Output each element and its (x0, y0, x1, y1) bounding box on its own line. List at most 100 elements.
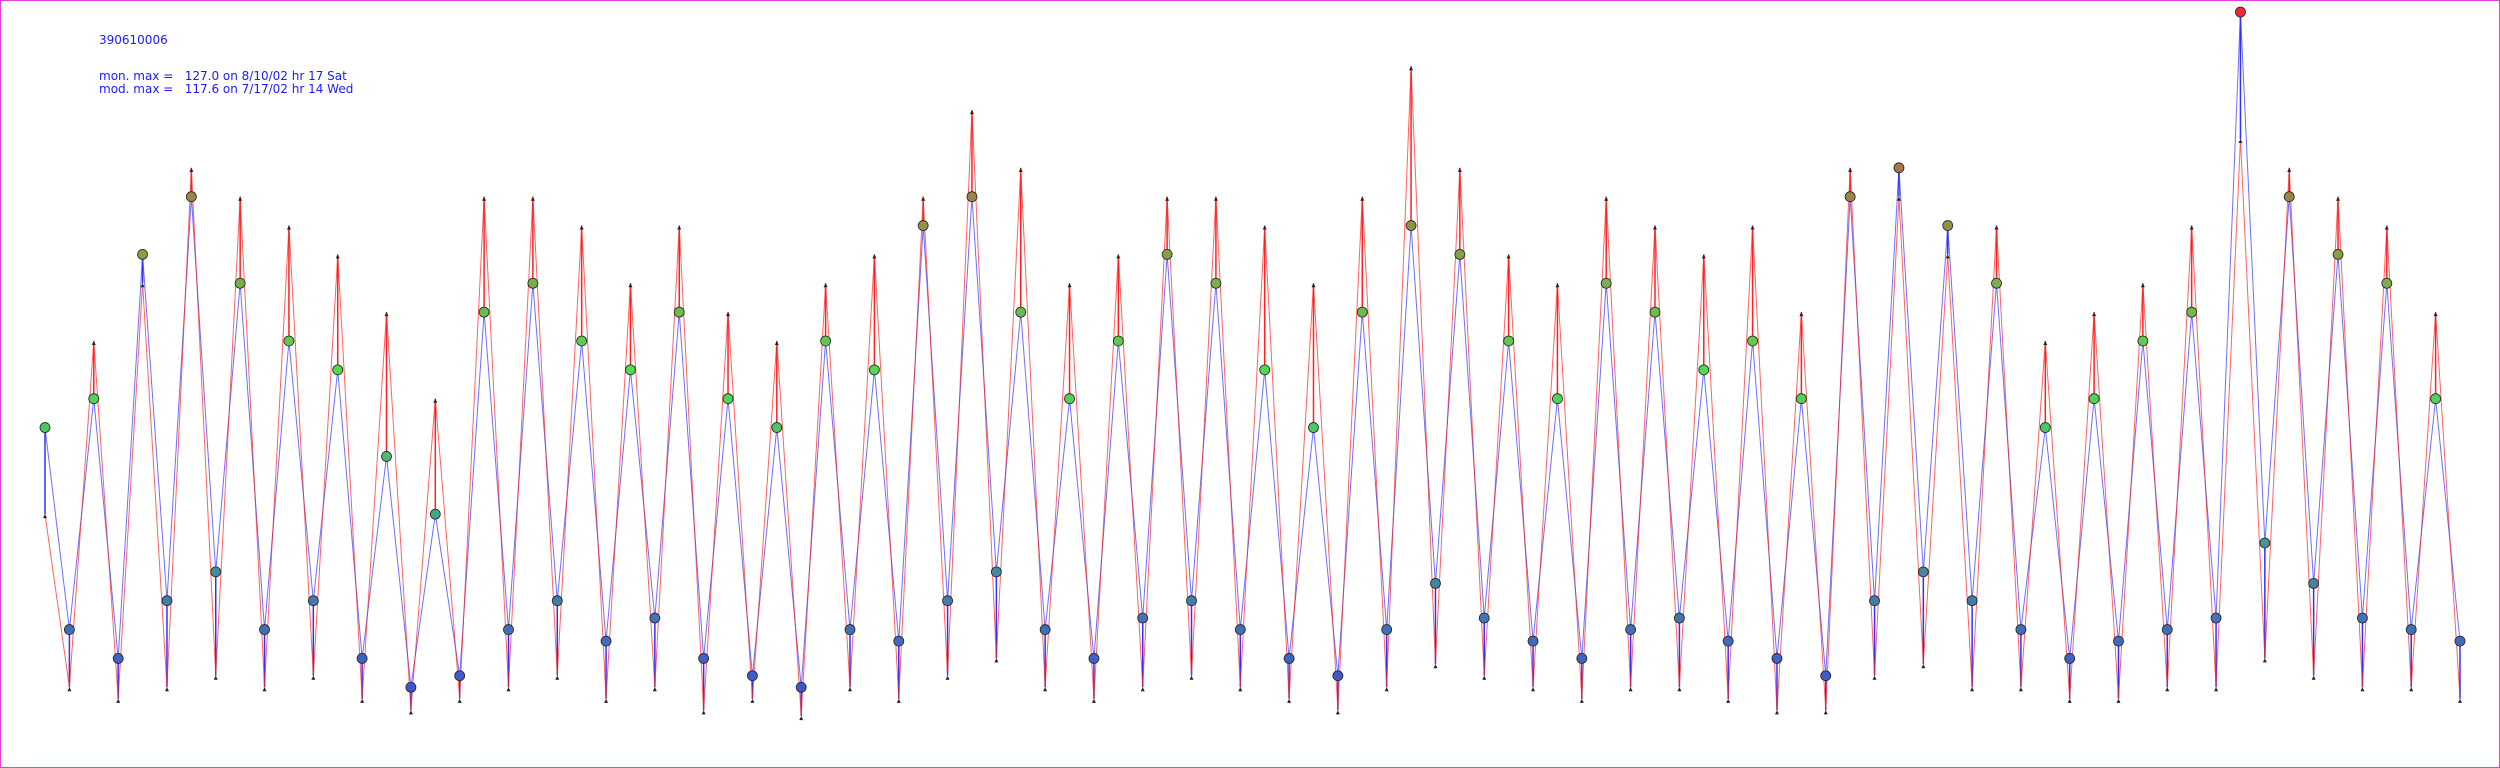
monitor-point (234, 277, 246, 289)
model-tip (774, 340, 779, 345)
model-tip (945, 675, 950, 680)
model-tip (1067, 283, 1072, 288)
monitor-point (1527, 635, 1539, 647)
model-tip (2092, 312, 2097, 317)
site-id: 390610006 (99, 33, 168, 47)
model-tip (384, 312, 389, 317)
monitor-point (1210, 277, 1222, 289)
monitor-point (429, 508, 441, 520)
monitor-point (1039, 624, 1051, 635)
model-tip (286, 225, 291, 230)
monitor-point (795, 681, 807, 693)
monitor-point (2186, 306, 2198, 318)
monitor-point (1112, 335, 1124, 347)
monitor-point (2088, 393, 2100, 405)
model-tip (1799, 312, 1804, 317)
monitor-point (332, 364, 344, 376)
model-tip (1116, 254, 1121, 259)
model-tip (726, 312, 731, 317)
monitor-point (1405, 220, 1417, 231)
model-tip (1287, 698, 1292, 703)
monitor-point (673, 306, 685, 318)
model-tip (189, 167, 194, 172)
monitor-point (1698, 364, 1710, 376)
monitor-point (2357, 612, 2368, 624)
monitor-point (1820, 670, 1832, 682)
monitor-point (1503, 335, 1515, 347)
monitor-point (1991, 277, 2002, 289)
monitor-point (405, 681, 417, 693)
monitor-point (381, 451, 392, 462)
model-tip (457, 698, 462, 703)
model-tip (2189, 225, 2194, 230)
monitor-point (161, 595, 173, 607)
model-tip (1970, 687, 1975, 692)
model-tip (1018, 167, 1023, 172)
model-tip (164, 687, 169, 692)
monitor-point (1186, 595, 1197, 607)
model-tip (799, 716, 804, 721)
monitor-point (2454, 635, 2466, 647)
monitor-point (1430, 577, 1441, 589)
model-tip (360, 698, 365, 703)
monitor-point (185, 191, 197, 203)
model-tip (1677, 687, 1682, 692)
monitor-point (1088, 653, 1100, 664)
model-tip (1628, 687, 1633, 692)
model-tip (1140, 687, 1145, 692)
model-tip (1384, 687, 1389, 692)
model-tip (1335, 710, 1340, 715)
monitor-point (210, 566, 222, 578)
model-tip (1848, 167, 1853, 172)
monitor-point (1917, 566, 1929, 578)
series-line (44, 11, 2461, 688)
monitor-point (307, 595, 319, 607)
monitor-point (942, 595, 953, 607)
monitor-point (771, 422, 783, 433)
model-tip (2214, 687, 2219, 692)
model-tip (116, 698, 121, 703)
monitor-point (1259, 364, 1271, 376)
model-tip (677, 225, 682, 230)
model-tip (2287, 167, 2292, 172)
monitor-point (698, 653, 710, 664)
monitor-point (844, 624, 856, 635)
model-tip (1896, 196, 1901, 201)
model-tip (1360, 196, 1365, 201)
model-tip (482, 196, 487, 201)
model-tip (1774, 710, 1779, 715)
model-tip (1823, 710, 1828, 715)
model-tip (2458, 698, 2462, 703)
model-tip (140, 283, 145, 288)
monitor-point (820, 335, 832, 347)
monitor-point (1844, 191, 1856, 203)
model-tip (1238, 687, 1243, 692)
model-tip (335, 254, 340, 259)
monitor-point (2430, 393, 2442, 405)
monitor-point (1015, 306, 1027, 318)
model-tip (1409, 66, 1414, 71)
monitor-point (893, 635, 905, 647)
model-tip (1091, 698, 1096, 703)
model-tip (2018, 687, 2023, 692)
monitor-point (625, 364, 636, 376)
model-tip (921, 196, 926, 201)
monitor-point (747, 670, 758, 682)
model-tip (994, 658, 999, 663)
model-tip (2238, 138, 2243, 143)
model-tip (1506, 254, 1511, 259)
monitor-point (917, 220, 929, 231)
model-tip (1457, 167, 1462, 172)
monitor-point (2210, 612, 2222, 624)
monitor-point (1966, 595, 1978, 607)
monitor-point (454, 670, 466, 682)
model-tip (1213, 196, 1218, 201)
monitor-point (63, 624, 75, 635)
monitor-point (1771, 653, 1783, 664)
model-tip (2067, 698, 2072, 703)
monitor-point (1161, 249, 1173, 260)
model-tip (750, 698, 755, 703)
monitor-point (478, 306, 490, 318)
monitor-point (1552, 393, 1563, 405)
